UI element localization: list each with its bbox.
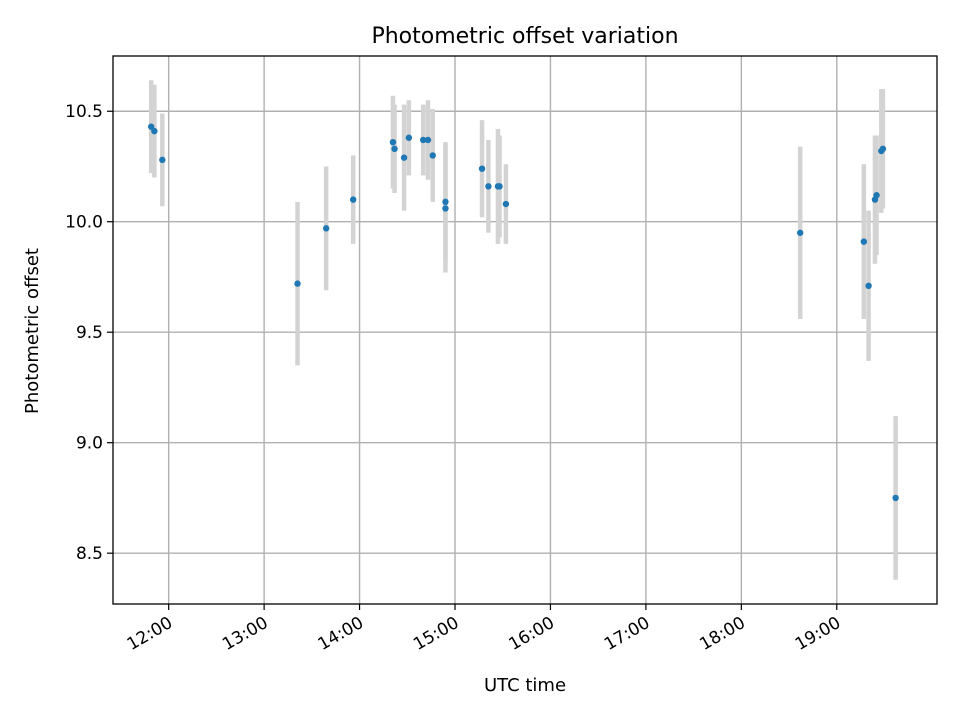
data-point — [391, 145, 398, 153]
data-point — [865, 282, 872, 290]
data-point — [322, 225, 330, 232]
y-axis-label: Photometric offset — [22, 248, 43, 414]
data-point — [502, 200, 510, 208]
data-point — [400, 154, 408, 161]
y-tick-label: 10.5 — [65, 102, 103, 122]
data-point — [873, 192, 880, 199]
data-point — [350, 196, 357, 203]
data-point — [478, 165, 486, 172]
y-tick-label: 9.0 — [76, 434, 103, 454]
data-point — [159, 156, 166, 164]
data-point — [442, 205, 449, 212]
data-point — [860, 238, 868, 245]
data-point — [151, 127, 158, 135]
data-points — [147, 123, 899, 502]
data-point — [424, 136, 432, 144]
data-point — [147, 123, 155, 130]
x-axis-label: UTC time — [484, 675, 566, 696]
y-tick-label: 8.5 — [76, 544, 103, 564]
grid-lines — [113, 56, 937, 604]
data-point — [892, 494, 899, 502]
data-point — [419, 136, 427, 144]
data-point — [796, 229, 804, 236]
plot-frame — [112, 55, 938, 605]
data-point — [389, 138, 397, 146]
data-point — [429, 152, 436, 159]
y-tick-label: 9.5 — [76, 323, 103, 343]
data-point — [442, 198, 449, 206]
data-point — [485, 183, 492, 190]
data-point — [879, 145, 887, 153]
data-point — [405, 134, 413, 141]
y-tick-label: 10.0 — [65, 213, 103, 233]
data-point — [294, 280, 301, 287]
data-point — [496, 183, 503, 190]
chart-title: Photometric offset variation — [371, 24, 678, 49]
